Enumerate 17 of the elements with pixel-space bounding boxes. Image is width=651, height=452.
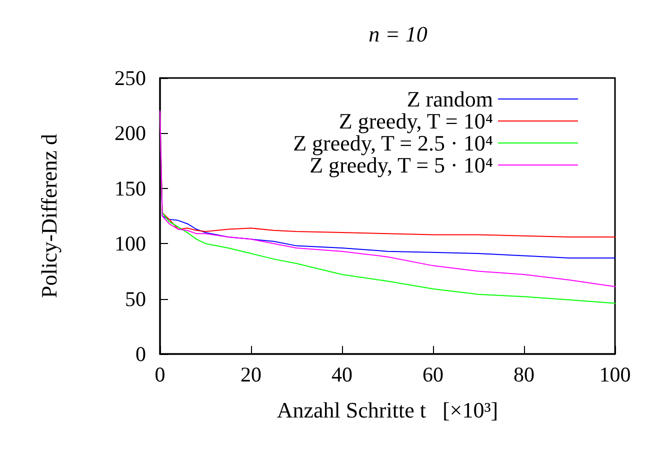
x-tick-label: 0 [154,362,166,386]
y-axis-title: Policy-Differenz d [36,134,62,298]
legend-label: Z greedy, T = 10⁴ [338,108,494,134]
chart-title: n = 10 [368,22,428,46]
y-tick-label: 250 [114,66,146,90]
x-tick-label: 60 [422,362,444,386]
y-tick-label: 50 [125,286,146,311]
x-tick-label: 100 [599,362,631,386]
x-tick-label: 80 [514,362,534,386]
y-tick-label: 200 [114,121,146,146]
x-tick-label: 20 [240,362,262,386]
y-tick-label: 150 [114,176,146,200]
legend-label: Z random [406,86,493,112]
x-tick-label: 40 [332,362,352,386]
y-tick-label: 0 [136,342,146,366]
y-tick-label: 100 [114,232,146,256]
x-axis-title: Anzahl Schritte t [×10³] [276,398,498,422]
